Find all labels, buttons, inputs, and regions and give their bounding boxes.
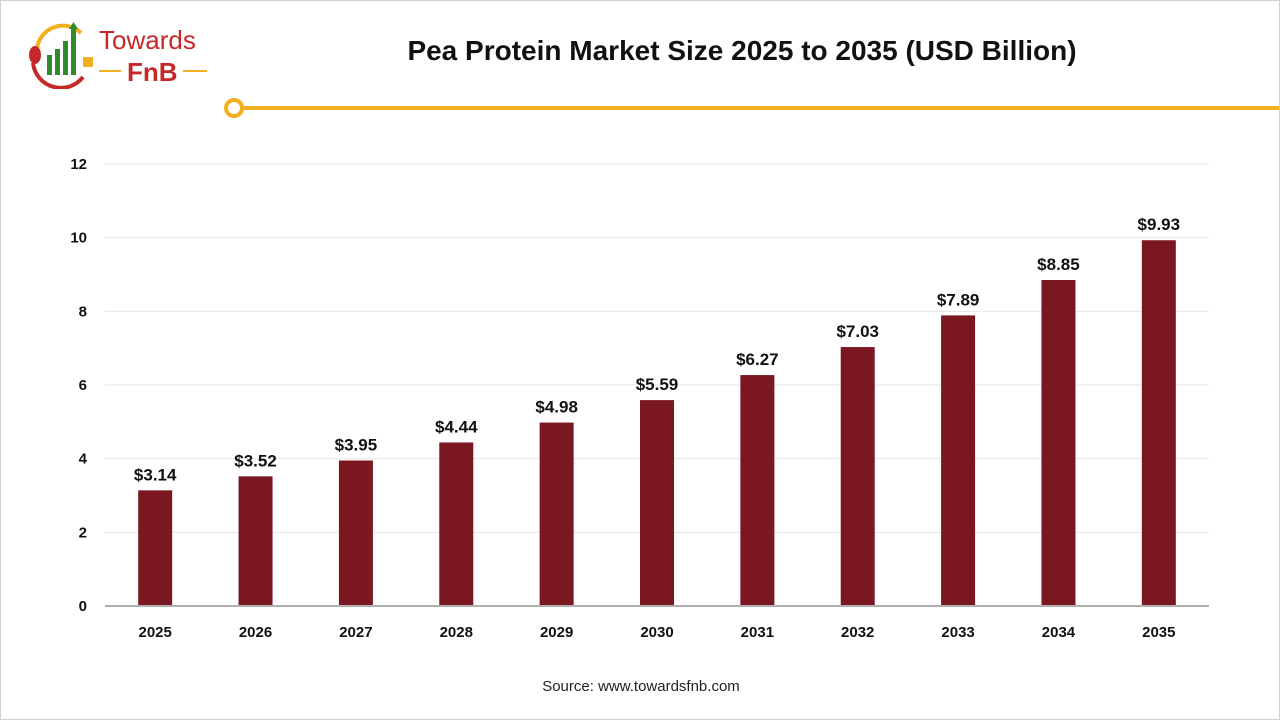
title-underline-dot	[224, 98, 244, 118]
bar-2034	[1041, 280, 1076, 606]
x-tick-label: 2026	[239, 624, 272, 641]
towards-fnb-logo: Towards FnB	[29, 22, 207, 89]
chart-title: Pea Protein Market Size 2025 to 2035 (US…	[407, 35, 1077, 66]
x-tick-label: 2035	[1142, 624, 1175, 641]
x-tick-label: 2032	[841, 624, 874, 641]
data-label: $8.85	[1037, 255, 1080, 274]
source-note: Source: www.towardsfnb.com	[542, 678, 740, 695]
x-tick-label: 2030	[640, 624, 673, 641]
data-label: $3.52	[234, 451, 277, 470]
bar-2031	[740, 375, 775, 606]
x-tick-label: 2034	[1042, 624, 1076, 641]
data-label: $7.03	[836, 322, 879, 341]
bar-2026	[238, 476, 273, 606]
y-tick-label: 6	[79, 377, 87, 394]
data-label: $3.95	[335, 436, 378, 455]
bar-2033	[941, 315, 976, 606]
y-tick-label: 0	[79, 598, 87, 615]
bar-2030	[640, 400, 674, 606]
x-tick-label: 2028	[440, 624, 473, 641]
logo-text-towards: Towards	[99, 25, 196, 55]
data-label: $4.44	[435, 417, 478, 436]
bar-2035	[1141, 240, 1176, 606]
x-tick-label: 2033	[941, 624, 974, 641]
x-tick-label: 2031	[741, 624, 774, 641]
bar-2028	[439, 442, 474, 606]
bar-2032	[840, 347, 875, 606]
data-label: $9.93	[1138, 215, 1181, 234]
y-tick-label: 10	[70, 230, 87, 247]
x-tick-label: 2029	[540, 624, 573, 641]
x-tick-label: 2027	[339, 624, 372, 641]
data-label: $7.89	[937, 290, 980, 309]
y-tick-label: 2	[79, 524, 87, 541]
y-tick-label: 8	[79, 303, 87, 320]
bar-2029	[539, 422, 574, 606]
y-tick-label: 4	[79, 451, 88, 468]
data-label: $3.14	[134, 465, 177, 484]
data-label: $5.59	[636, 375, 679, 394]
logo-text-fnb: FnB	[127, 57, 178, 87]
data-label: $6.27	[736, 350, 779, 369]
bar-2027	[338, 460, 373, 606]
bar-2025	[138, 490, 173, 606]
data-label: $4.98	[535, 398, 578, 417]
y-tick-label: 12	[70, 156, 87, 173]
x-tick-label: 2025	[138, 624, 171, 641]
